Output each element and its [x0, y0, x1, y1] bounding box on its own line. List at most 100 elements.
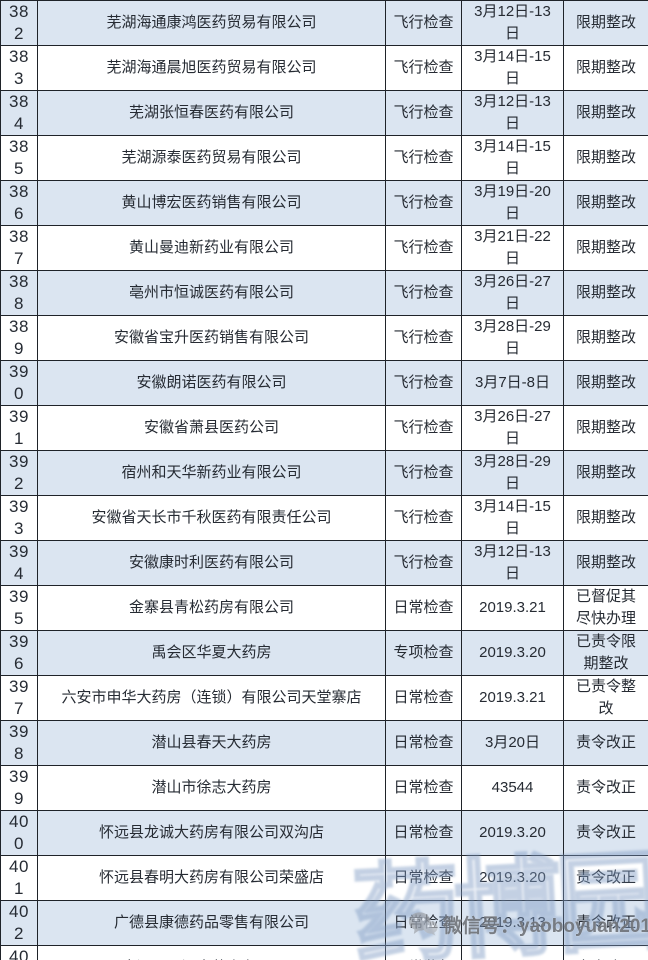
company-name-cell: 安徽省萧县医药公司: [37, 405, 386, 451]
inspection-date-cell: 3月26日-27日: [461, 270, 564, 316]
row-number-cell: 392: [0, 450, 38, 496]
row-number-cell: 383: [0, 45, 38, 91]
inspection-type-cell: 日常检查: [385, 585, 462, 631]
row-number-cell: 401: [0, 855, 38, 901]
table-row: 382 芜湖海通康鸿医药贸易有限公司 飞行检查 3月12日-13日 限期整改: [0, 0, 648, 46]
result-cell: 限期整改: [563, 90, 648, 136]
inspection-date-cell: 3月28日-29日: [461, 315, 564, 361]
inspection-type-cell: 日常监督: [385, 945, 462, 960]
company-name-cell: 安徽省宝升医药销售有限公司: [37, 315, 386, 361]
table-row: 387 黄山曼迪新药业有限公司 飞行检查 3月21日-22日 限期整改: [0, 225, 648, 271]
inspection-date-cell: 3月21日-22日: [461, 225, 564, 271]
row-number-cell: 393: [0, 495, 38, 541]
row-number-cell: 394: [0, 540, 38, 586]
inspection-date-cell: 3月12日-13日: [461, 540, 564, 586]
table-row: 383 芜湖海通晨旭医药贸易有限公司 飞行检查 3月14日-15日 限期整改: [0, 45, 648, 91]
row-number-cell: 389: [0, 315, 38, 361]
company-name-cell: 金寨县青松药房有限公司: [37, 585, 386, 631]
table-row: 392 宿州和天华新药业有限公司 飞行检查 3月28日-29日 限期整改: [0, 450, 648, 496]
result-cell: 限期整改: [563, 450, 648, 496]
inspection-date-cell: 3月20日: [461, 720, 564, 766]
row-number-cell: 390: [0, 360, 38, 406]
result-cell: 限期整改: [563, 225, 648, 271]
row-number-cell: 400: [0, 810, 38, 856]
company-name-cell: 安徽朗诺医药有限公司: [37, 360, 386, 406]
table-row: 397 六安市申华大药房（连锁）有限公司天堂寨店 日常检查 2019.3.21 …: [0, 675, 648, 721]
company-name-cell: 黄山博宏医药销售有限公司: [37, 180, 386, 226]
inspection-type-cell: 飞行检查: [385, 450, 462, 496]
inspection-date-cell: 3月28日-29日: [461, 450, 564, 496]
result-cell: 限期整改: [563, 45, 648, 91]
inspection-type-cell: 日常检查: [385, 675, 462, 721]
table-row: 393 安徽省天长市千秋医药有限责任公司 飞行检查 3月14日-15日 限期整改: [0, 495, 648, 541]
company-name-cell: 芜湖海通康鸿医药贸易有限公司: [37, 0, 386, 46]
table-row: 400 怀远县龙诚大药房有限公司双沟店 日常检查 2019.3.20 责令改正: [0, 810, 648, 856]
inspection-type-cell: 日常检查: [385, 810, 462, 856]
company-name-cell: 宿州和天华新药业有限公司: [37, 450, 386, 496]
inspection-type-cell: 飞行检查: [385, 135, 462, 181]
inspection-date-cell: 3月7日-8日: [461, 360, 564, 406]
table-row: 396 禹会区华夏大药房 专项检查 2019.3.20 已责令限期整改: [0, 630, 648, 676]
wechat-icon: [408, 910, 438, 938]
inspection-date-cell: 2019.3.21: [461, 675, 564, 721]
row-number-cell: 391: [0, 405, 38, 451]
table-row: 402 广德县康德药品零售有限公司 日常检查 2019.3.13 责令改正: [0, 900, 648, 946]
result-cell: 限期整改: [563, 360, 648, 406]
result-cell: 限期整改: [563, 270, 648, 316]
result-cell: 限期整改: [563, 495, 648, 541]
company-name-cell: 芜湖张恒春医药有限公司: [37, 90, 386, 136]
table-row: 394 安徽康时利医药有限公司 飞行检查 3月12日-13日 限期整改: [0, 540, 648, 586]
inspection-date-cell: 3月12日-13日: [461, 0, 564, 46]
inspection-type-cell: 飞行检查: [385, 315, 462, 361]
table-row: 403 庐江县恩泽大药房有限公司 日常监督 2019.3.6 责令改正: [0, 945, 648, 960]
result-cell: 限期整改: [563, 315, 648, 361]
company-name-cell: 潜山市徐志大药房: [37, 765, 386, 811]
wechat-id-label: 微信号：yaoboyuan2018: [443, 915, 648, 937]
row-number-cell: 402: [0, 900, 38, 946]
table-row: 398 潜山县春天大药房 日常检查 3月20日 责令改正: [0, 720, 648, 766]
row-number-cell: 385: [0, 135, 38, 181]
company-name-cell: 六安市申华大药房（连锁）有限公司天堂寨店: [37, 675, 386, 721]
inspection-date-cell: 3月14日-15日: [461, 45, 564, 91]
inspection-type-cell: 飞行检查: [385, 405, 462, 451]
inspection-type-cell: 专项检查: [385, 630, 462, 676]
inspection-date-cell: 2019.3.13: [461, 900, 564, 946]
inspection-date-cell: 3月14日-15日: [461, 135, 564, 181]
company-name-cell: 黄山曼迪新药业有限公司: [37, 225, 386, 271]
inspection-date-cell: 2019.3.21: [461, 585, 564, 631]
result-cell: 责令改正: [563, 855, 648, 901]
wechat-watermark: 微信号：yaoboyuan2018: [408, 910, 648, 938]
row-number-cell: 386: [0, 180, 38, 226]
inspection-type-cell: 日常检查: [385, 855, 462, 901]
table-row: 389 安徽省宝升医药销售有限公司 飞行检查 3月28日-29日 限期整改: [0, 315, 648, 361]
result-cell: 责令改正: [563, 900, 648, 946]
company-name-cell: 安徽省天长市千秋医药有限责任公司: [37, 495, 386, 541]
inspection-date-cell: 2019.3.20: [461, 810, 564, 856]
company-name-cell: 怀远县春明大药房有限公司荣盛店: [37, 855, 386, 901]
row-number-cell: 399: [0, 765, 38, 811]
company-name-cell: 安徽康时利医药有限公司: [37, 540, 386, 586]
table-row: 386 黄山博宏医药销售有限公司 飞行检查 3月19日-20日 限期整改: [0, 180, 648, 226]
table-row: 388 亳州市恒诚医药有限公司 飞行检查 3月26日-27日 限期整改: [0, 270, 648, 316]
row-number-cell: 398: [0, 720, 38, 766]
table-row: 399 潜山市徐志大药房 日常检查 43544 责令改正: [0, 765, 648, 811]
row-number-cell: 397: [0, 675, 38, 721]
inspection-type-cell: 飞行检查: [385, 45, 462, 91]
company-name-cell: 潜山县春天大药房: [37, 720, 386, 766]
result-cell: 已责令限期整改: [563, 630, 648, 676]
company-name-cell: 庐江县恩泽大药房有限公司: [37, 945, 386, 960]
inspection-date-cell: 3月26日-27日: [461, 405, 564, 451]
inspection-type-cell: 日常检查: [385, 720, 462, 766]
table-row: 390 安徽朗诺医药有限公司 飞行检查 3月7日-8日 限期整改: [0, 360, 648, 406]
row-number-cell: 388: [0, 270, 38, 316]
result-cell: 限期整改: [563, 180, 648, 226]
row-number-cell: 395: [0, 585, 38, 631]
row-number-cell: 403: [0, 945, 38, 960]
company-name-cell: 亳州市恒诚医药有限公司: [37, 270, 386, 316]
inspection-type-cell: 飞行检查: [385, 90, 462, 136]
inspection-date-cell: 2019.3.6: [461, 945, 564, 960]
inspection-date-cell: 3月19日-20日: [461, 180, 564, 226]
